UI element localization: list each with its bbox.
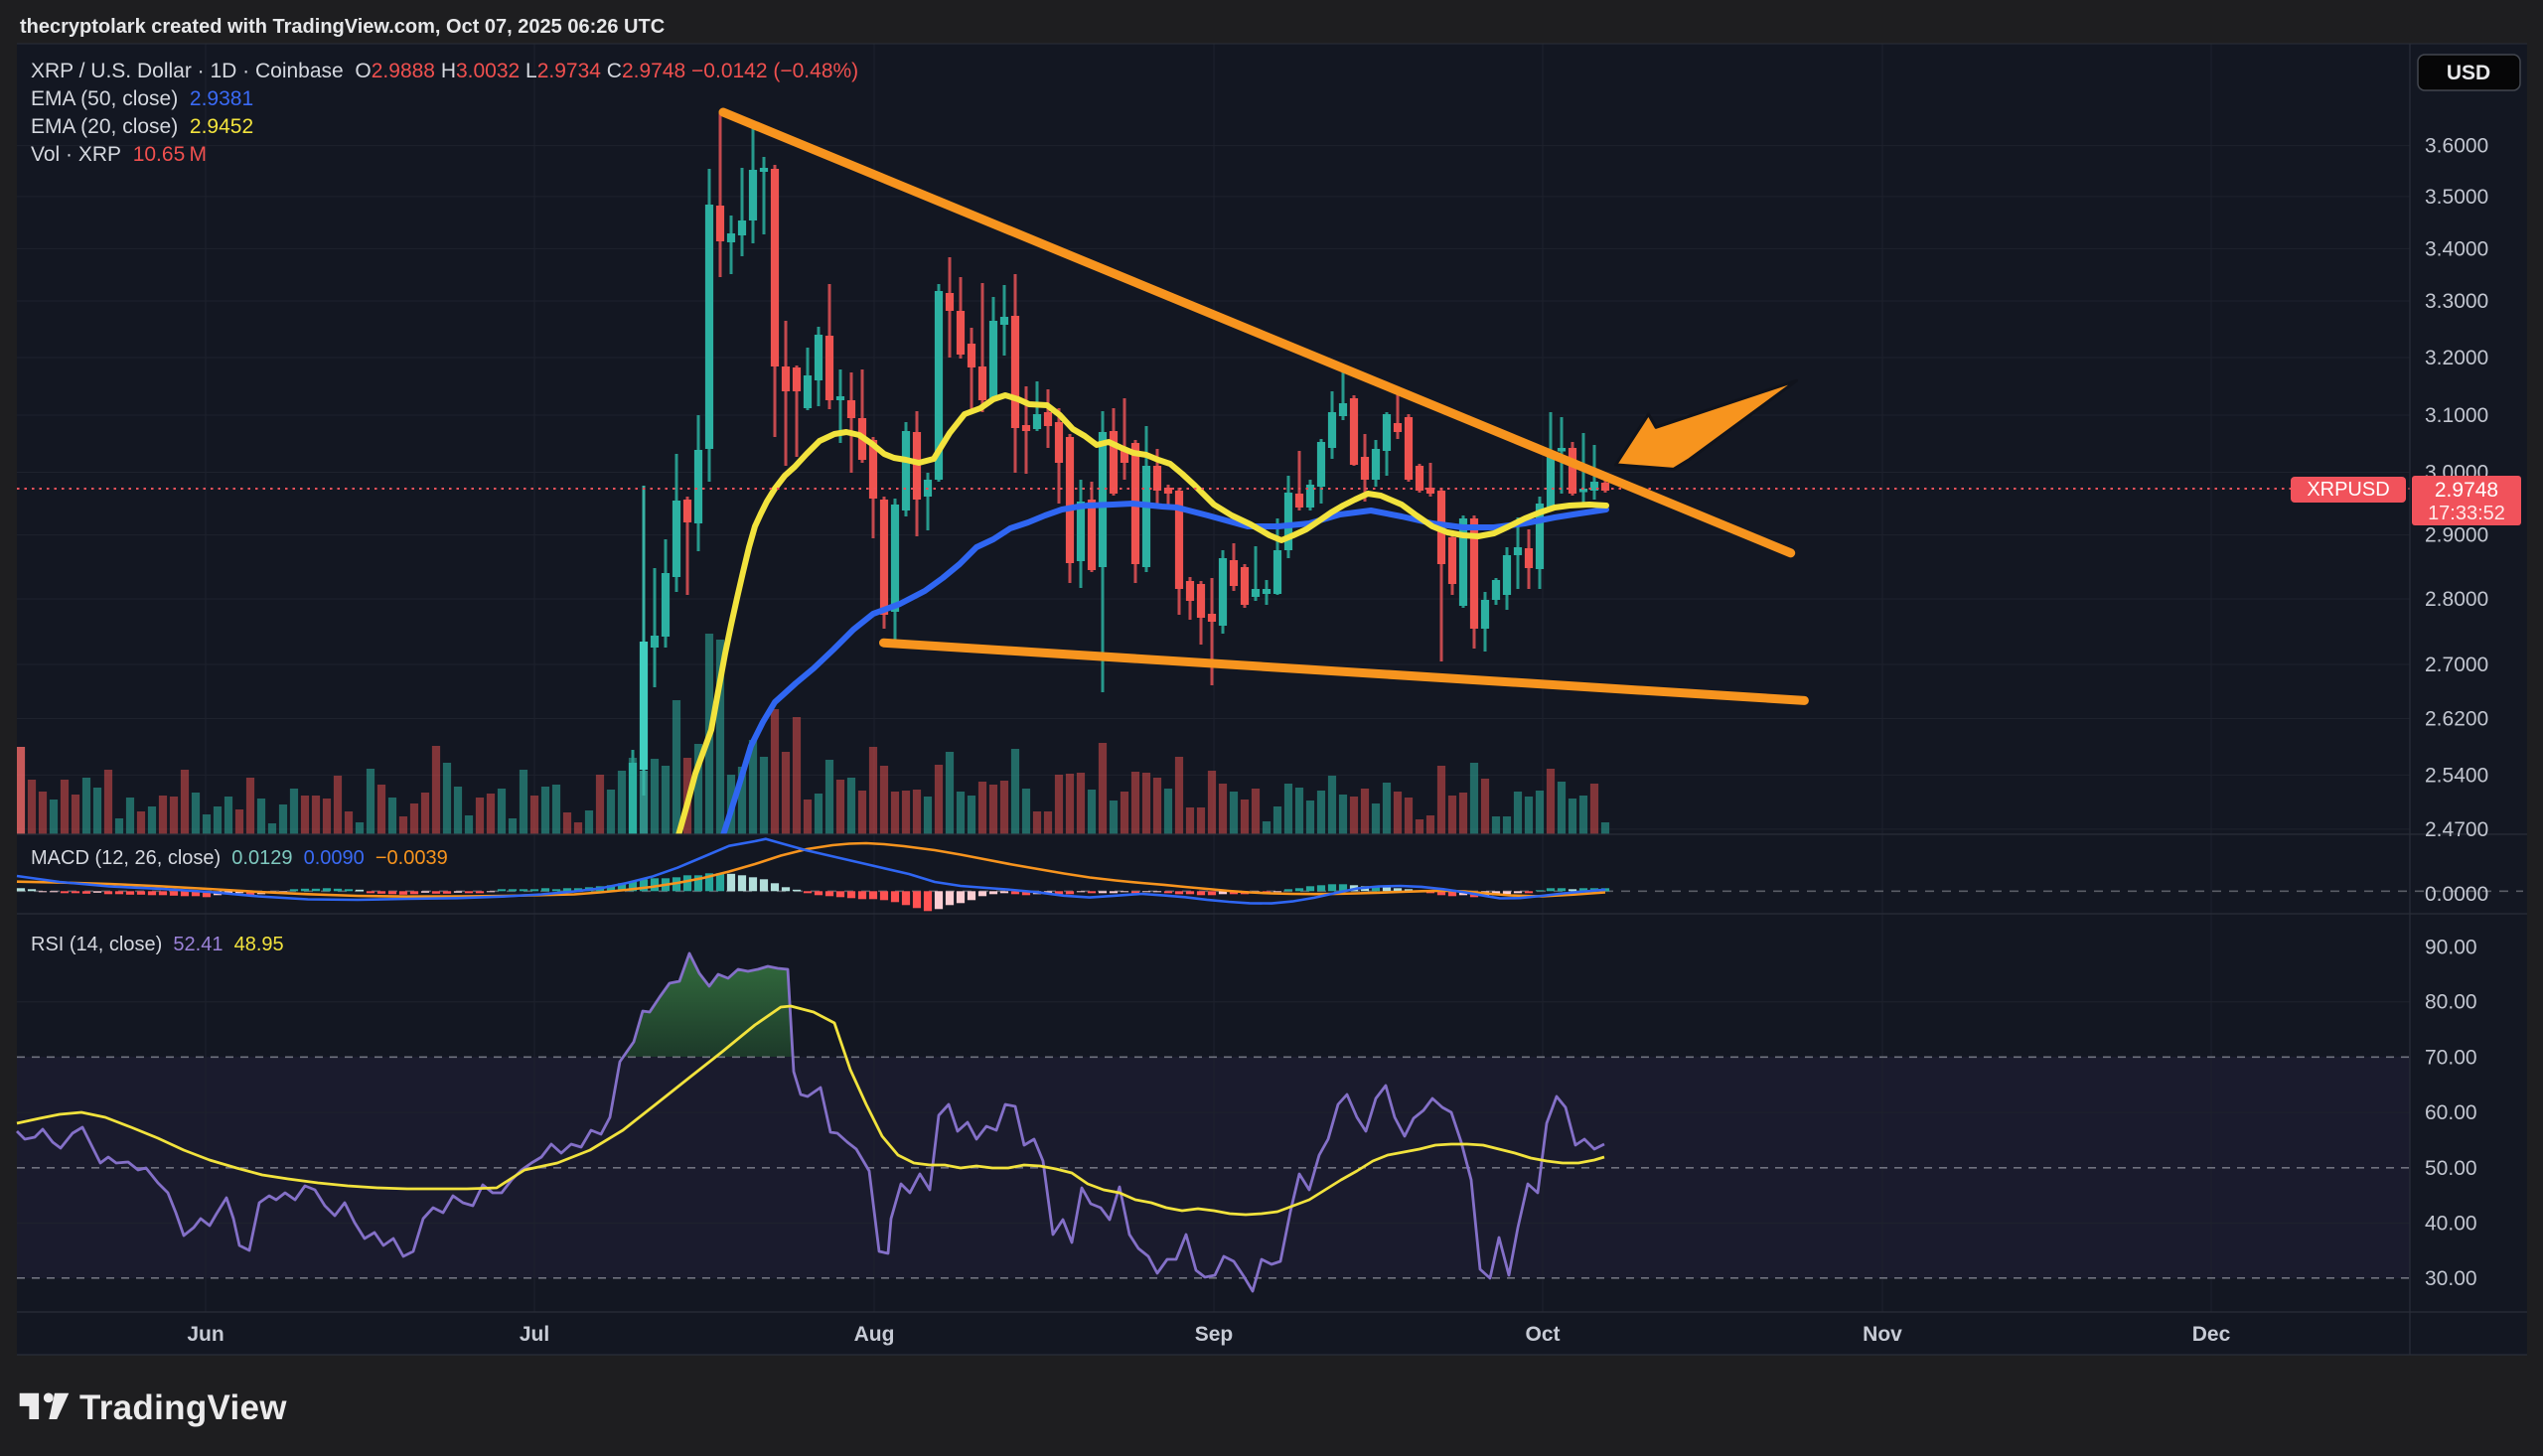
svg-text:3.2000: 3.2000 — [2425, 347, 2488, 369]
svg-text:30.00: 30.00 — [2425, 1267, 2477, 1290]
svg-text:2.7000: 2.7000 — [2425, 654, 2488, 676]
svg-text:Jun: Jun — [187, 1323, 224, 1346]
svg-text:thecryptolark created with Tra: thecryptolark created with TradingView.c… — [20, 16, 665, 38]
svg-text:70.00: 70.00 — [2425, 1046, 2477, 1069]
svg-text:Vol · XRP 10.65 M: Vol · XRP 10.65 M — [31, 143, 207, 166]
svg-text:RSI (14, close) 52.41 48.95: RSI (14, close) 52.41 48.95 — [31, 934, 284, 955]
svg-text:3.6000: 3.6000 — [2425, 135, 2488, 158]
svg-text:Aug: Aug — [854, 1323, 895, 1346]
svg-text:40.00: 40.00 — [2425, 1212, 2477, 1235]
svg-text:80.00: 80.00 — [2425, 991, 2477, 1014]
svg-text:Jul: Jul — [520, 1323, 549, 1346]
svg-text:0.0000: 0.0000 — [2425, 883, 2488, 906]
svg-text:3.5000: 3.5000 — [2425, 186, 2488, 209]
svg-text:3.1000: 3.1000 — [2425, 404, 2488, 427]
svg-text:50.00: 50.00 — [2425, 1157, 2477, 1180]
svg-text:EMA (50, close) 2.9381: EMA (50, close) 2.9381 — [31, 87, 253, 110]
svg-text:Dec: Dec — [2192, 1323, 2231, 1346]
svg-text:2.5400: 2.5400 — [2425, 764, 2488, 787]
svg-text:60.00: 60.00 — [2425, 1101, 2477, 1124]
svg-text:3.4000: 3.4000 — [2425, 237, 2488, 260]
svg-text:TradingView: TradingView — [79, 1388, 287, 1427]
svg-text:Sep: Sep — [1195, 1323, 1234, 1346]
svg-text:2.6200: 2.6200 — [2425, 708, 2488, 731]
svg-text:Oct: Oct — [1525, 1323, 1560, 1346]
svg-text:XRPUSD: XRPUSD — [2307, 479, 2389, 501]
svg-text:EMA (20, close) 2.9452: EMA (20, close) 2.9452 — [31, 115, 253, 138]
svg-text:Nov: Nov — [1863, 1323, 1902, 1346]
svg-text:2.9748: 2.9748 — [2435, 479, 2498, 502]
svg-text:17:33:52: 17:33:52 — [2428, 503, 2505, 524]
svg-text:2.8000: 2.8000 — [2425, 588, 2488, 611]
svg-text:USD: USD — [2447, 62, 2490, 84]
svg-text:2.9000: 2.9000 — [2425, 524, 2488, 547]
svg-text:3.3000: 3.3000 — [2425, 290, 2488, 313]
svg-text:MACD (12, 26, close) 0.0129: MACD (12, 26, close) 0.0129 0.0090 −0.00… — [31, 847, 448, 869]
svg-text:2.4700: 2.4700 — [2425, 818, 2488, 841]
svg-text:XRP / U.S. Dollar · 1D · Coinb: XRP / U.S. Dollar · 1D · Coinbase O2.988… — [31, 60, 858, 82]
svg-text:90.00: 90.00 — [2425, 936, 2477, 958]
